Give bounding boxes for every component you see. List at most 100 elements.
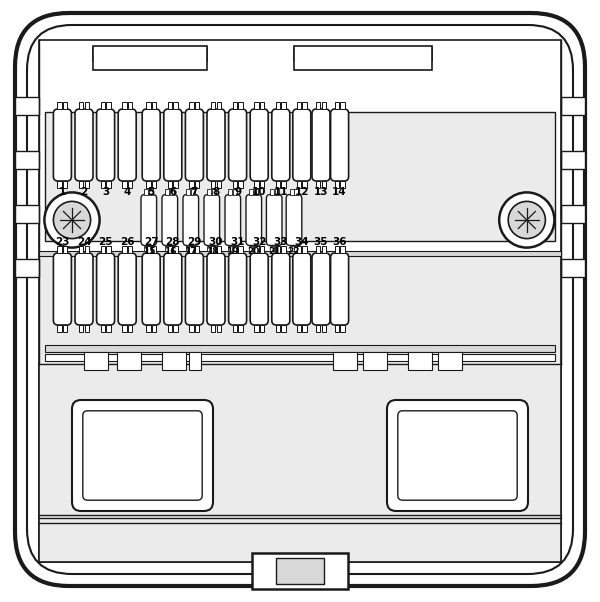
Bar (270, 190, 274, 194)
FancyBboxPatch shape (53, 253, 71, 325)
Bar (168, 325, 172, 332)
Bar (281, 325, 286, 332)
Bar (15, 97, 39, 115)
Text: 20: 20 (248, 247, 260, 256)
Bar (152, 325, 156, 332)
FancyBboxPatch shape (398, 411, 517, 500)
Text: 12: 12 (295, 187, 309, 197)
Bar (79, 181, 83, 188)
FancyBboxPatch shape (162, 194, 178, 246)
FancyBboxPatch shape (97, 253, 115, 325)
Text: 4: 4 (124, 187, 131, 197)
Bar (211, 102, 215, 109)
Bar (190, 246, 194, 253)
FancyBboxPatch shape (207, 253, 225, 325)
FancyBboxPatch shape (142, 253, 160, 325)
Text: 9: 9 (234, 187, 241, 197)
Bar (250, 190, 253, 194)
Bar (340, 246, 344, 253)
Bar (162, 352, 186, 370)
Bar (187, 190, 190, 194)
FancyBboxPatch shape (118, 253, 136, 325)
FancyBboxPatch shape (229, 109, 247, 181)
Text: 36: 36 (332, 237, 347, 247)
Bar (297, 246, 301, 253)
Bar (101, 325, 105, 332)
FancyBboxPatch shape (183, 194, 199, 246)
Circle shape (53, 202, 91, 238)
Bar (229, 246, 232, 250)
Bar (322, 181, 326, 188)
Text: 28: 28 (166, 237, 180, 247)
Bar (322, 246, 326, 253)
Bar (146, 246, 151, 253)
Bar (191, 190, 195, 194)
Bar (340, 181, 344, 188)
Bar (15, 259, 39, 277)
Text: 26: 26 (120, 237, 134, 247)
Bar (316, 246, 320, 253)
Bar (276, 102, 280, 109)
Bar (146, 102, 151, 109)
FancyBboxPatch shape (204, 194, 220, 246)
Bar (561, 259, 585, 277)
Bar (45, 354, 555, 361)
Bar (39, 256, 561, 562)
Bar (106, 246, 110, 253)
Bar (208, 190, 211, 194)
Bar (85, 325, 89, 332)
FancyBboxPatch shape (272, 109, 290, 181)
Bar (297, 102, 301, 109)
Bar (233, 246, 237, 253)
Bar (122, 102, 127, 109)
Bar (152, 102, 156, 109)
Text: 23: 23 (55, 237, 70, 247)
Bar (250, 246, 253, 250)
Bar (173, 246, 178, 253)
Bar (85, 246, 89, 253)
Bar (260, 102, 264, 109)
Bar (294, 48, 432, 61)
Bar (145, 246, 148, 250)
Bar (195, 102, 199, 109)
Bar (191, 246, 195, 250)
Bar (295, 246, 298, 250)
Bar (297, 181, 301, 188)
Bar (316, 181, 320, 188)
FancyBboxPatch shape (286, 194, 302, 246)
Bar (561, 205, 585, 223)
Bar (106, 102, 110, 109)
Bar (233, 181, 237, 188)
Bar (276, 181, 280, 188)
FancyBboxPatch shape (312, 109, 330, 181)
Bar (84, 352, 108, 370)
Text: 5: 5 (148, 187, 155, 197)
Bar (79, 325, 83, 332)
Bar (15, 205, 39, 223)
Bar (217, 246, 221, 253)
Bar (85, 181, 89, 188)
Bar (58, 325, 62, 332)
Bar (145, 190, 148, 194)
Bar (254, 246, 258, 250)
Text: 3: 3 (102, 187, 109, 197)
Bar (335, 102, 339, 109)
Bar (106, 325, 110, 332)
Bar (128, 246, 132, 253)
Bar (149, 190, 153, 194)
Bar (93, 46, 207, 70)
Text: 34: 34 (295, 237, 309, 247)
Bar (340, 325, 344, 332)
Bar (187, 246, 190, 250)
Bar (238, 246, 242, 253)
Text: 27: 27 (144, 237, 158, 247)
Text: 11: 11 (274, 187, 288, 197)
Bar (101, 246, 105, 253)
Text: 22: 22 (288, 247, 300, 256)
Bar (58, 181, 62, 188)
Bar (254, 190, 258, 194)
Bar (275, 190, 278, 194)
Bar (45, 345, 555, 352)
Bar (101, 181, 105, 188)
Bar (408, 352, 432, 370)
